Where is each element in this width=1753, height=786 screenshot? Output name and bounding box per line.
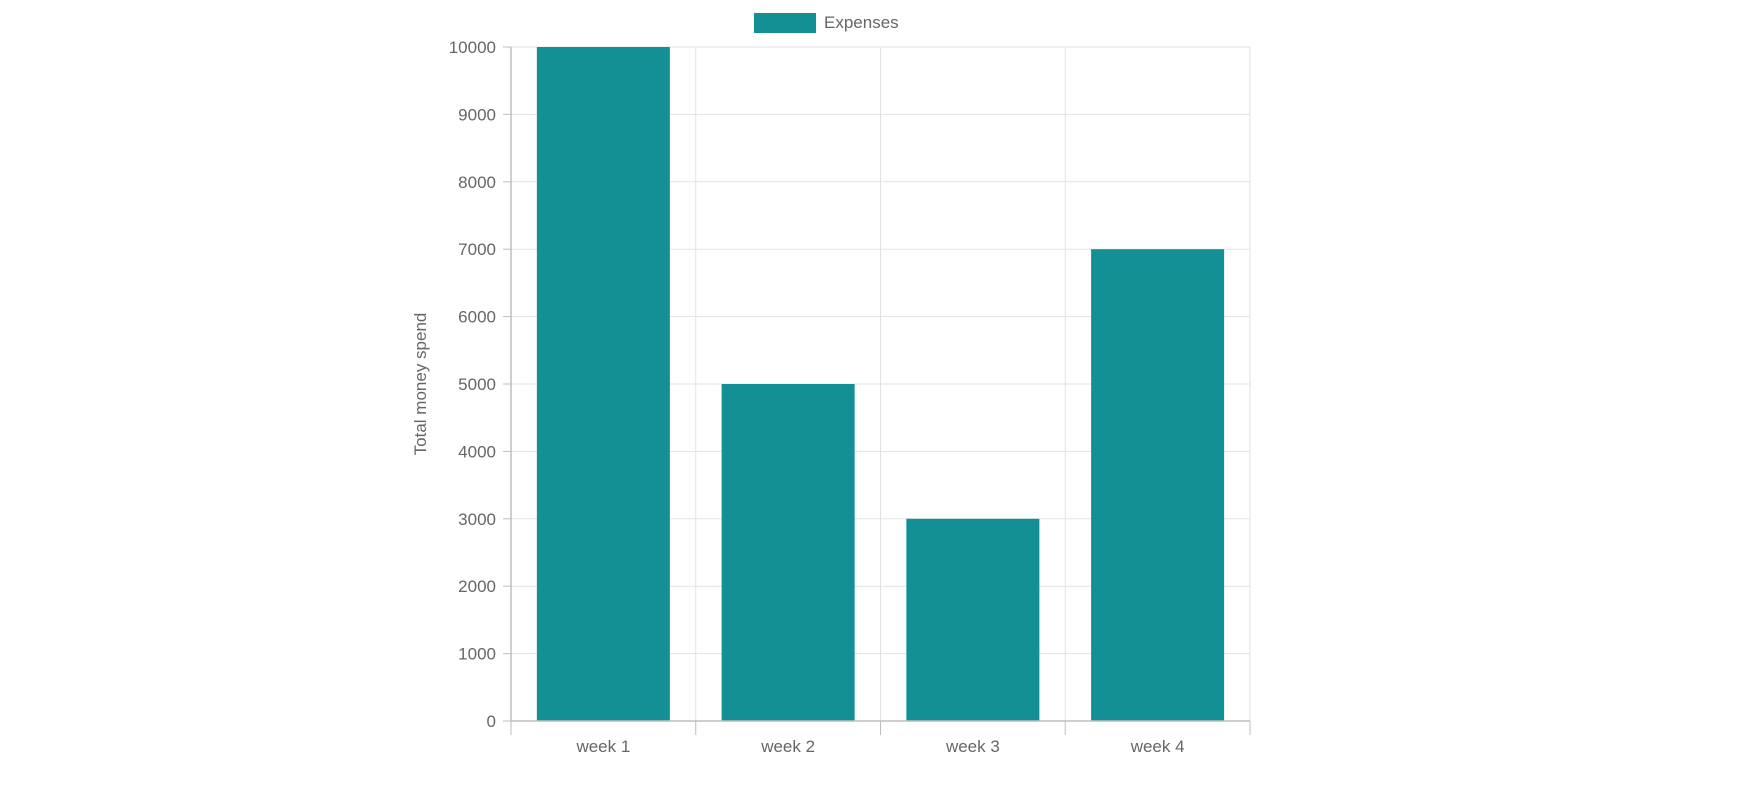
x-tick-label: week 2 — [760, 737, 815, 756]
bar-week-4[interactable] — [1091, 249, 1225, 721]
y-tick-label: 3000 — [458, 510, 496, 529]
x-tick-label: week 4 — [1130, 737, 1185, 756]
y-tick-label: 5000 — [458, 375, 496, 394]
y-tick-label: 4000 — [458, 442, 496, 461]
x-tick-label: week 1 — [575, 737, 630, 756]
y-tick-label: 6000 — [458, 308, 496, 327]
y-tick-label: 1000 — [458, 645, 496, 664]
legend[interactable]: Expenses — [754, 13, 899, 33]
bar-week-1[interactable] — [536, 47, 670, 721]
y-tick-label: 2000 — [458, 577, 496, 596]
bar-week-2[interactable] — [721, 384, 855, 721]
bars — [536, 47, 1225, 721]
y-tick-label: 0 — [487, 712, 496, 731]
y-axis-title: Total money spend — [411, 313, 430, 456]
legend-label-expenses[interactable]: Expenses — [824, 13, 899, 32]
bar-week-3[interactable] — [906, 518, 1040, 721]
x-tick-label: week 3 — [945, 737, 1000, 756]
axes: 0 1000 2000 3000 4000 5000 6000 7000 8000 9000 100… — [449, 38, 1251, 756]
y-tick-label: 7000 — [458, 240, 496, 259]
y-tick-label: 10000 — [449, 38, 496, 57]
y-tick-label: 8000 — [458, 173, 496, 192]
legend-swatch-expenses[interactable] — [754, 13, 816, 33]
y-tick-label: 9000 — [458, 105, 496, 124]
